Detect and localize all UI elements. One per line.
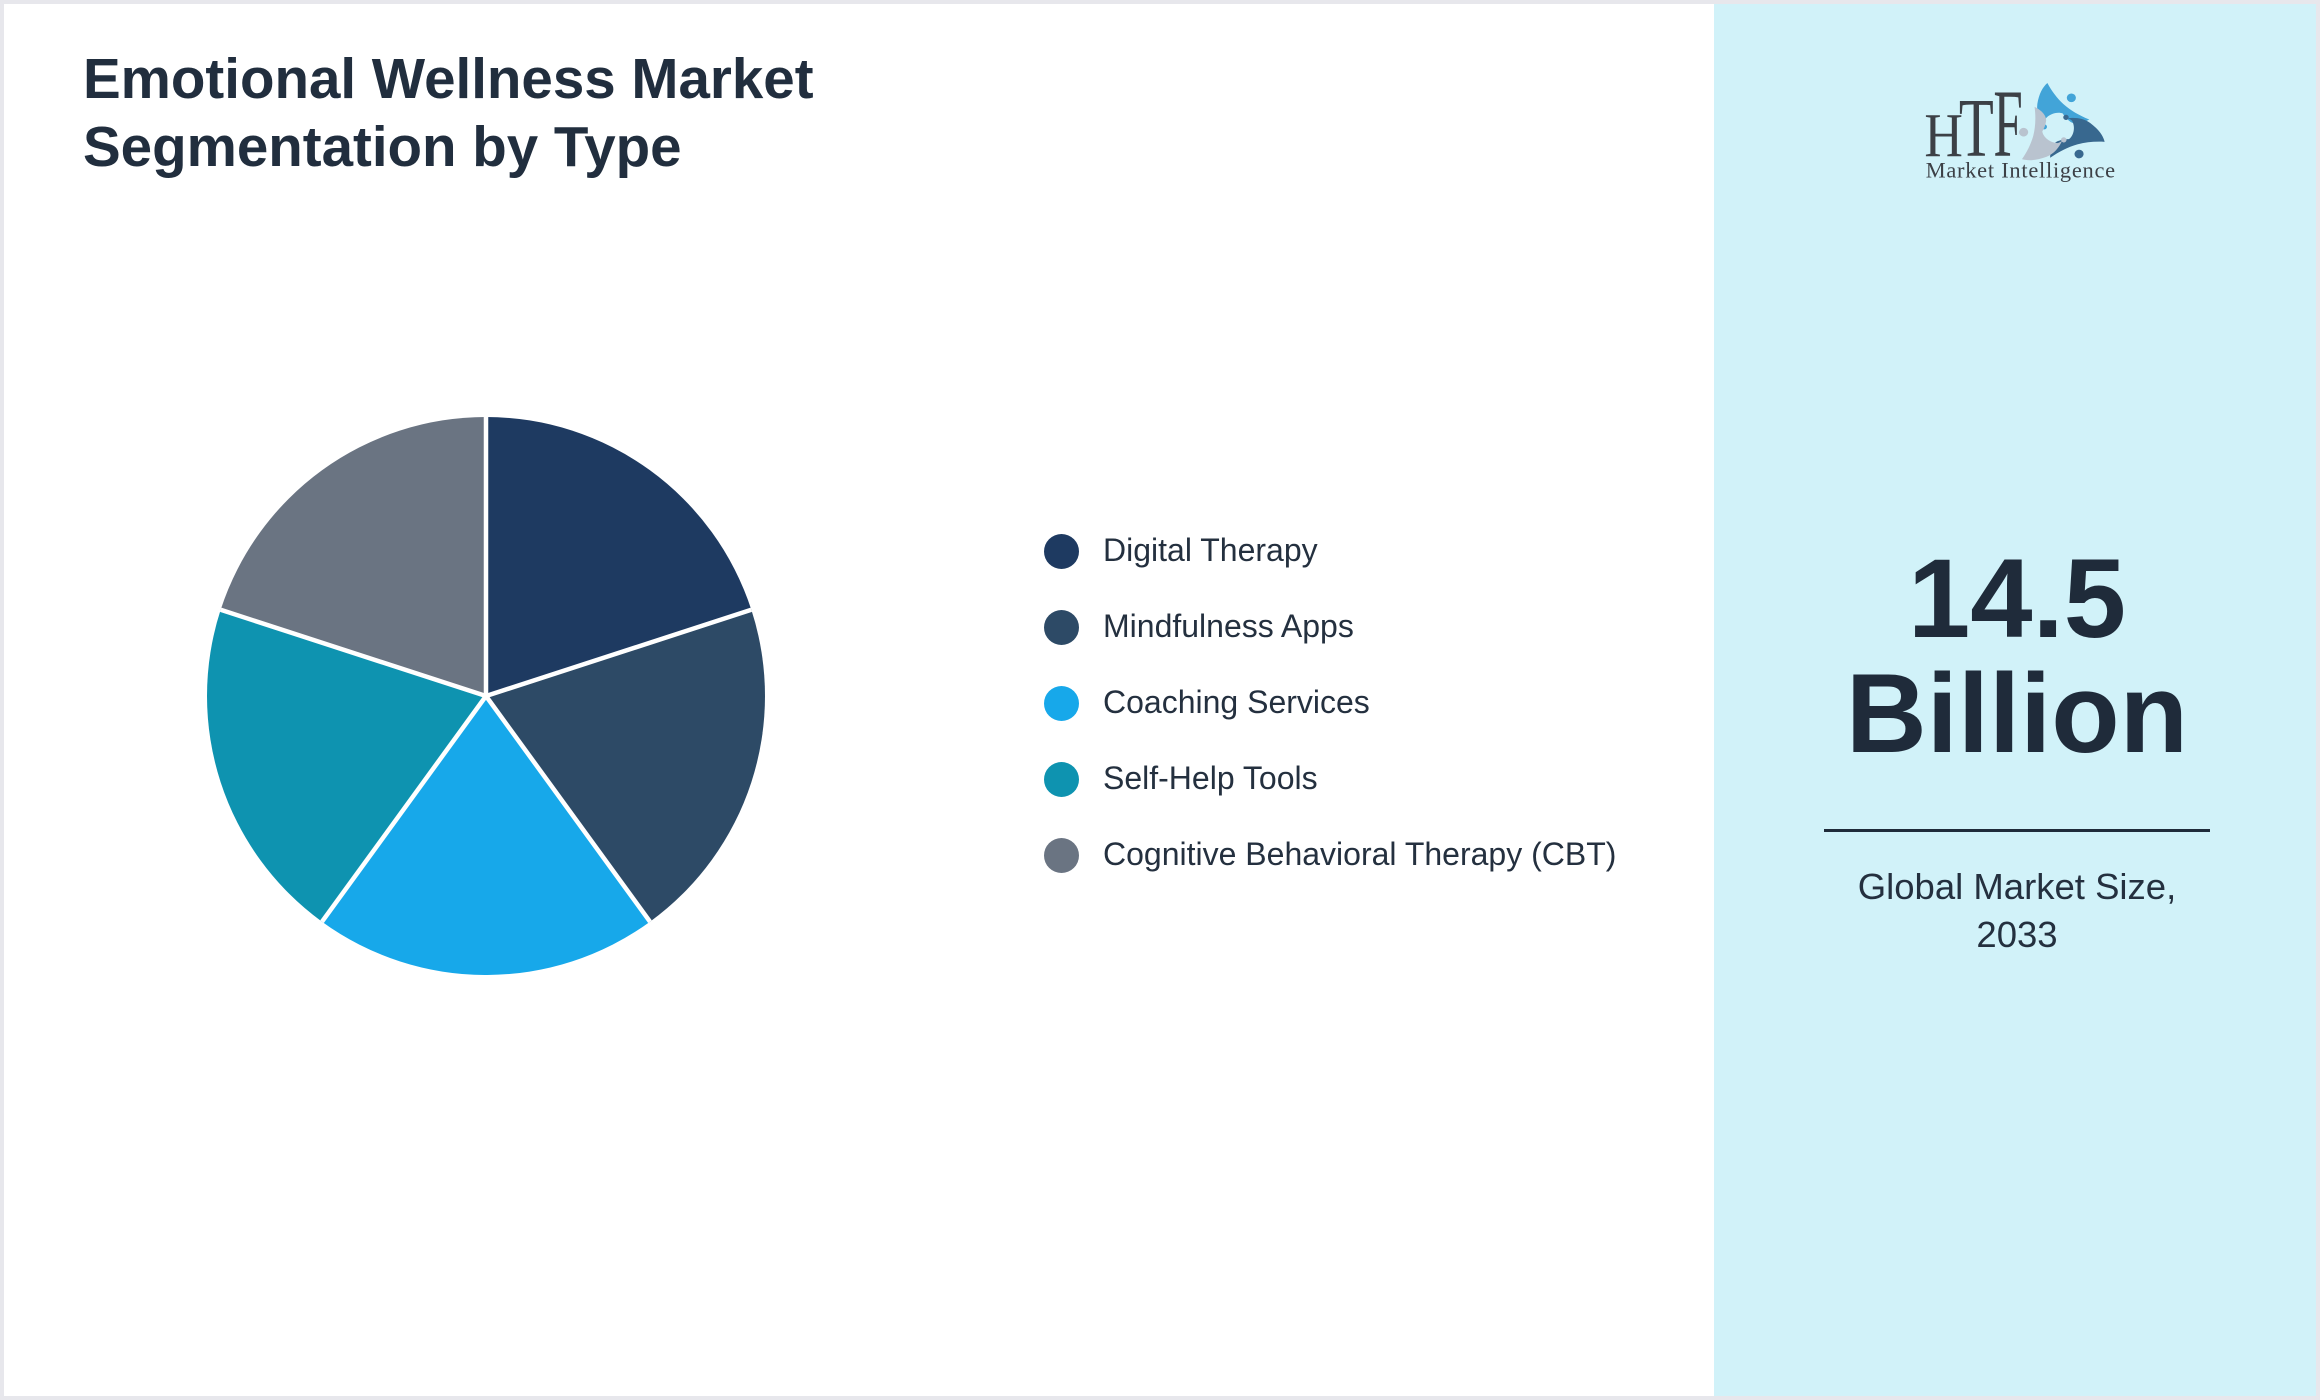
svg-text:T: T bbox=[1959, 81, 1994, 175]
svg-text:H: H bbox=[1924, 100, 1963, 170]
svg-text:Market Intelligence: Market Intelligence bbox=[1926, 157, 2116, 182]
svg-text:F: F bbox=[1993, 70, 2022, 177]
